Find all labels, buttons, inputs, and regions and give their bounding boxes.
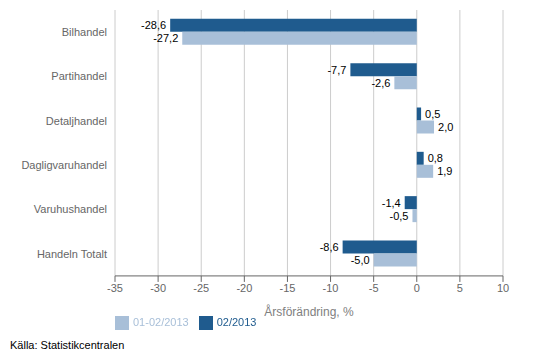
html-text:Källa: Statistikcentralen: Källa: Statistikcentralen (10, 339, 125, 351)
svg-text:-0,5: -0,5 (389, 210, 408, 222)
svg-text:-25: -25 (193, 282, 209, 294)
svg-text:Partihandel: Partihandel (51, 70, 107, 82)
svg-text:-5,0: -5,0 (351, 254, 370, 266)
svg-text:Handeln Totalt: Handeln Totalt (37, 248, 107, 260)
svg-text:-10: -10 (323, 282, 339, 294)
svg-text:-2,6: -2,6 (371, 77, 390, 89)
svg-text:Bilhandel: Bilhandel (62, 26, 107, 38)
svg-text:Årsförändring, %: Årsförändring, % (264, 304, 354, 319)
svg-text:Varuhushandel: Varuhushandel (34, 203, 107, 215)
svg-text:0: 0 (414, 282, 420, 294)
svg-text:-7,7: -7,7 (327, 64, 346, 76)
svg-text:5: 5 (457, 282, 463, 294)
svg-text:10: 10 (497, 282, 509, 294)
svg-text:-20: -20 (236, 282, 252, 294)
svg-text:-1,4: -1,4 (382, 197, 401, 209)
svg-text:-35: -35 (107, 282, 123, 294)
svg-text:Detaljhandel: Detaljhandel (46, 115, 107, 127)
html-text:01-02/2013: 01-02/2013 (133, 315, 189, 328)
svg-text:-30: -30 (150, 282, 166, 294)
svg-text:1,9: 1,9 (437, 165, 452, 177)
html-text:02/2013: 02/2013 (216, 315, 257, 328)
svg-text:-15: -15 (279, 282, 295, 294)
svg-text:-5: -5 (369, 282, 379, 294)
svg-text:0,5: 0,5 (425, 108, 440, 120)
svg-text:Dagligvaruhandel: Dagligvaruhandel (21, 159, 107, 171)
svg-text:-27,2: -27,2 (153, 32, 178, 44)
svg-text:0,8: 0,8 (428, 152, 443, 164)
svg-text:-8,6: -8,6 (320, 241, 339, 253)
svg-text:-28,6: -28,6 (141, 19, 166, 31)
svg-text:2,0: 2,0 (438, 121, 453, 133)
